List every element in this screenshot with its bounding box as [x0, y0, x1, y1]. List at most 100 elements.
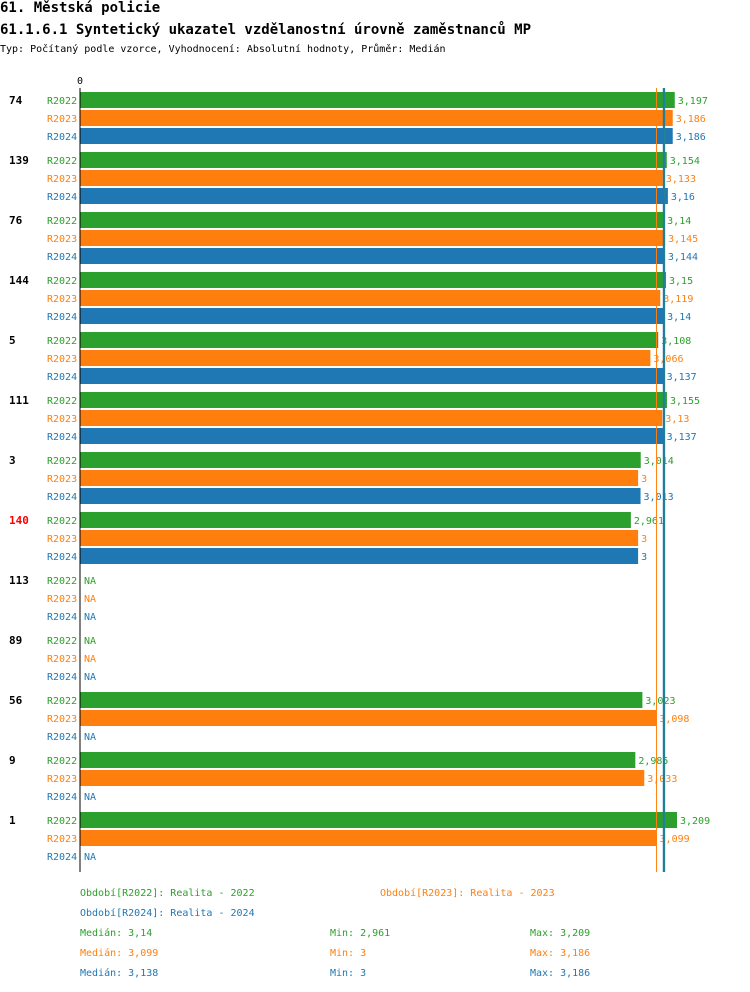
series-row-label: R2023	[47, 174, 77, 185]
bar-value-label: 3,023	[645, 696, 675, 707]
bar	[80, 272, 667, 288]
stat-min-r2022: Min: 2,961	[330, 928, 391, 939]
bar	[80, 308, 665, 324]
legend-entry-r2022: Období[R2022]: Realita - 2022	[80, 888, 255, 899]
axis-zero-label: 0	[77, 76, 83, 87]
na-label: NA	[84, 594, 96, 605]
bar	[80, 488, 641, 504]
na-label: NA	[84, 792, 96, 803]
bar-value-label: 3,186	[676, 132, 706, 143]
bar-value-label: 3,186	[676, 114, 706, 125]
series-row-label: R2023	[47, 594, 77, 605]
bar	[80, 368, 664, 384]
series-row-label: R2022	[47, 156, 77, 167]
category-label: 139	[9, 154, 29, 167]
bar	[80, 692, 643, 708]
series-row-label: R2022	[47, 696, 77, 707]
bar	[80, 428, 664, 444]
series-row-label: R2022	[47, 336, 77, 347]
legend-entry-r2023: Období[R2023]: Realita - 2023	[380, 888, 555, 899]
bar	[80, 350, 651, 366]
category-label: 140	[9, 514, 29, 527]
stat-median-r2023: Medián: 3,099	[80, 948, 159, 959]
bar-value-label: 3,099	[660, 834, 690, 845]
bar-value-label: 3,066	[653, 354, 683, 365]
bar-value-label: 3	[641, 534, 647, 545]
bar-value-label: 3	[641, 474, 647, 485]
series-row-label: R2022	[47, 516, 77, 527]
stat-min-r2024: Min: 3	[330, 968, 367, 979]
category-label: 9	[9, 754, 16, 767]
bar-value-label: 3,145	[668, 234, 698, 245]
series-row-label: R2024	[47, 612, 77, 623]
bar	[80, 770, 645, 786]
bar	[80, 392, 667, 408]
bar-value-label: 2,961	[634, 516, 664, 527]
bar	[80, 752, 636, 768]
bar-value-label: 3	[641, 552, 647, 563]
series-row-label: R2023	[47, 534, 77, 545]
bar-value-label: 3,014	[644, 456, 674, 467]
series-row-label: R2022	[47, 576, 77, 587]
bar	[80, 410, 663, 426]
bar	[80, 128, 673, 144]
category-label: 111	[9, 394, 29, 407]
bar	[80, 170, 663, 186]
bar-value-label: 3,137	[667, 432, 697, 443]
bar	[80, 248, 665, 264]
series-row-label: R2024	[47, 732, 77, 743]
series-row-label: R2024	[47, 192, 77, 203]
series-row-label: R2023	[47, 834, 77, 845]
bar	[80, 830, 657, 846]
chart-description: Typ: Počítaný podle vzorce, Vyhodnocení:…	[0, 44, 446, 55]
chart-subtitle: 61.1.6.1 Syntetický ukazatel vzdělanostn…	[0, 22, 532, 38]
series-row-label: R2023	[47, 714, 77, 725]
bar-value-label: 3,15	[669, 276, 693, 287]
series-row-label: R2023	[47, 354, 77, 365]
bar	[80, 548, 639, 564]
bar	[80, 470, 639, 486]
bar-value-label: 3,14	[667, 216, 691, 227]
na-label: NA	[84, 852, 96, 863]
category-label: 5	[9, 334, 16, 347]
category-label: 89	[9, 634, 22, 647]
series-row-label: R2024	[47, 312, 77, 323]
series-row-label: R2024	[47, 852, 77, 863]
bar-value-label: 3,108	[661, 336, 691, 347]
category-label: 56	[9, 694, 23, 707]
bar-value-label: 3,197	[678, 96, 708, 107]
series-row-label: R2024	[47, 672, 77, 683]
stat-median-r2022: Medián: 3,14	[80, 928, 153, 939]
page-title: 61. Městská policie	[0, 0, 161, 16]
bar-value-label: 3,137	[667, 372, 697, 383]
category-label: 74	[9, 94, 23, 107]
category-label: 3	[9, 454, 16, 467]
bar-value-label: 3,144	[668, 252, 698, 263]
bar	[80, 452, 641, 468]
bar	[80, 230, 666, 246]
category-label: 76	[9, 214, 23, 227]
stat-max-r2023: Max: 3,186	[530, 948, 591, 959]
na-label: NA	[84, 654, 96, 665]
series-row-label: R2022	[47, 756, 77, 767]
bar	[80, 188, 668, 204]
bar-value-label: 3,154	[670, 156, 700, 167]
bar	[80, 92, 675, 108]
bar	[80, 110, 673, 126]
series-row-label: R2022	[47, 816, 77, 827]
bar-value-label: 3,033	[647, 774, 677, 785]
bar	[80, 332, 659, 348]
series-row-label: R2024	[47, 252, 77, 263]
bar-value-label: 3,013	[644, 492, 674, 503]
category-label: 144	[9, 274, 29, 287]
bar	[80, 512, 631, 528]
bar-value-label: 3,209	[680, 816, 710, 827]
series-row-label: R2022	[47, 276, 77, 287]
series-row-label: R2024	[47, 492, 77, 503]
bar	[80, 152, 667, 168]
series-row-label: R2023	[47, 414, 77, 425]
series-row-label: R2024	[47, 372, 77, 383]
na-label: NA	[84, 732, 96, 743]
series-row-label: R2023	[47, 294, 77, 305]
